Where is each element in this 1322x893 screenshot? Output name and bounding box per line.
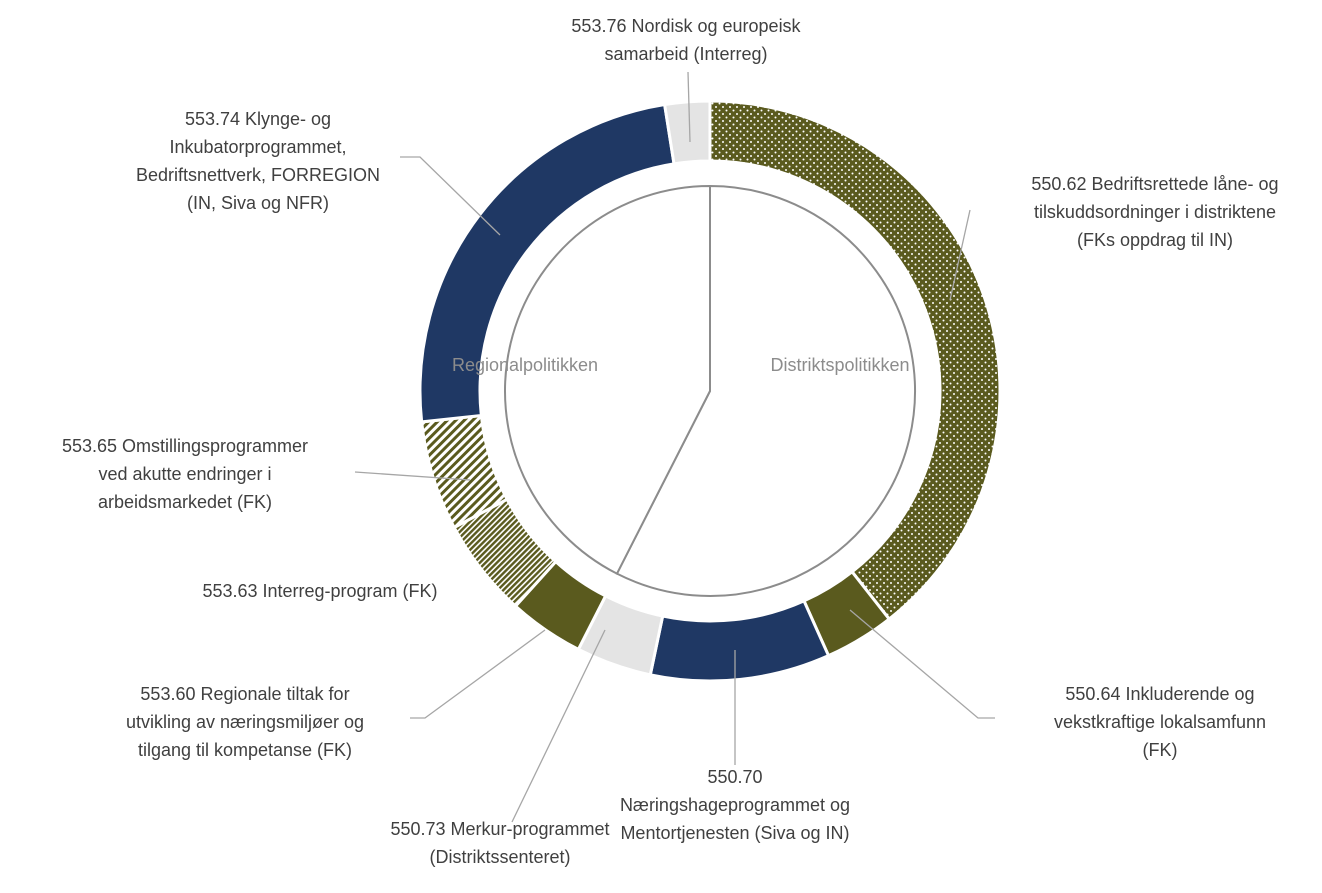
slice-label-line: Inkubatorprogrammet, <box>169 137 346 157</box>
slice-label-line: utvikling av næringsmiljøer og <box>126 712 364 732</box>
slice-label: 550.62 Bedriftsrettede låne- og tilskudds… <box>1031 174 1278 250</box>
slice-label-line: Bedriftsnettverk, FORREGION <box>136 165 380 185</box>
donut-slice <box>708 99 1002 622</box>
slice-label-line: tilskuddsordninger i distriktene <box>1034 202 1276 222</box>
slice-label-line: 553.76 Nordisk og europeisk <box>571 16 801 36</box>
leader-line <box>410 629 546 719</box>
leader-line <box>687 71 691 143</box>
leader-line <box>849 609 995 719</box>
slice-label: 553.74 Klynge- og Inkubatorprogrammet, Bed… <box>136 109 380 213</box>
slice-label-line: Næringshageprogrammet og <box>620 795 850 815</box>
slice-label-line: 553.65 Omstillingsprogrammer <box>62 436 308 456</box>
inner-slice <box>504 184 711 576</box>
slice-label-line: 550.73 Merkur-programmet <box>390 819 609 839</box>
donut-slice <box>662 99 712 166</box>
donut-slice <box>648 598 831 683</box>
leader-line <box>511 629 606 823</box>
inner-slice <box>615 184 916 597</box>
slice-label-line: (FKs oppdrag til IN) <box>1077 230 1233 250</box>
slice-label-line: (Distriktssenteret) <box>429 847 570 867</box>
slice-label-line: 553.60 Regionale tiltak for <box>140 684 349 704</box>
slice-label-line: samarbeid (Interreg) <box>604 44 767 64</box>
slice-label-line: 553.74 Klynge- og <box>185 109 331 129</box>
inner-label: Distriktspolitikken <box>770 355 909 375</box>
slice-label: 550.70 Næringshageprogrammet og Mentortjen… <box>620 767 850 843</box>
slice-label: 553.76 Nordisk og europeisk samarbeid (In… <box>571 16 801 64</box>
slice-label-line: 550.70 <box>707 767 762 787</box>
slice-label: 553.63 Interreg-program (FK) <box>202 581 437 601</box>
slice-label-line: (FK) <box>1143 740 1178 760</box>
slice-label-line: tilgang til kompetanse (FK) <box>138 740 352 760</box>
slice-label: 550.64 Inkluderende og vekstkraftige loka… <box>1054 684 1266 760</box>
leader-line <box>400 156 501 236</box>
inner-label: Regionalpolitikken <box>452 355 598 375</box>
slice-label-line: 553.63 Interreg-program (FK) <box>202 581 437 601</box>
slice-label-line: (IN, Siva og NFR) <box>187 193 329 213</box>
slice-label-line: ved akutte endringer i <box>98 464 271 484</box>
leader-line <box>949 209 971 301</box>
slice-label-line: Mentortjenesten (Siva og IN) <box>620 823 849 843</box>
slice-label: 553.65 Omstillingsprogrammer ved akutte e… <box>62 436 308 512</box>
slice-label-line: 550.64 Inkluderende og <box>1065 684 1254 704</box>
slice-label-line: vekstkraftige lokalsamfunn <box>1054 712 1266 732</box>
slice-label: 553.60 Regionale tiltak for utvikling av … <box>126 684 364 760</box>
slice-label-line: 550.62 Bedriftsrettede låne- og <box>1031 174 1278 194</box>
slice-label-line: arbeidsmarkedet (FK) <box>98 492 272 512</box>
slice-label: 550.73 Merkur-programmet (Distriktssenter… <box>390 819 609 867</box>
leader-line <box>354 471 471 481</box>
